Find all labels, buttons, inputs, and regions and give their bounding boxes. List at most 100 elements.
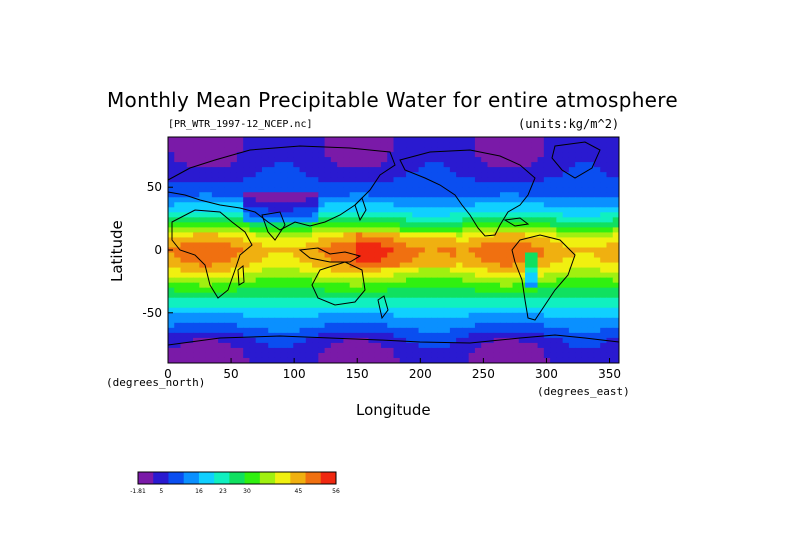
heat-cell [261, 187, 269, 193]
heat-cell [199, 202, 207, 208]
heat-cell [424, 332, 432, 339]
heat-cell [437, 172, 445, 178]
heat-cell [312, 177, 319, 183]
heat-cell [205, 212, 213, 218]
heat-cell [280, 202, 288, 208]
heat-cell [462, 342, 470, 349]
heat-cell [243, 247, 251, 254]
heat-cell [531, 157, 539, 163]
heat-cell [531, 142, 539, 148]
heat-cell [287, 297, 294, 304]
heat-cell [487, 252, 495, 259]
heat-cell [299, 217, 307, 223]
heat-cell [424, 347, 432, 354]
heat-cell [218, 192, 225, 198]
heat-cell [324, 172, 332, 178]
heat-cell [330, 252, 338, 259]
heat-cell [362, 357, 370, 363]
heat-cell [556, 167, 564, 173]
heat-cell [512, 292, 520, 299]
heat-cell [287, 272, 294, 279]
heat-cell [330, 242, 338, 249]
heat-cell [443, 352, 451, 359]
heat-cell [424, 137, 432, 143]
heat-cell [218, 262, 225, 269]
heat-cell [180, 307, 188, 314]
heat-cell [243, 312, 251, 319]
heat-cell [374, 137, 382, 143]
heat-cell [543, 187, 551, 193]
heat-cell [299, 332, 307, 339]
heat-cell [305, 197, 313, 203]
heat-cell [374, 347, 382, 354]
heat-cell [355, 247, 363, 254]
heat-cell [493, 197, 501, 203]
heat-cell [587, 252, 595, 259]
heat-cell [575, 177, 583, 183]
heat-cell [543, 162, 551, 168]
heat-cell [412, 332, 420, 339]
heat-cell [312, 142, 319, 148]
heat-cell [431, 357, 438, 363]
heat-cell [543, 222, 551, 228]
heat-cell [324, 212, 332, 218]
heat-cell [568, 192, 576, 198]
heat-cell [211, 242, 219, 249]
heat-cell [593, 287, 601, 294]
x-axis: 0 50 100 150 200 250 300 350 [164, 358, 621, 381]
heat-cell [305, 322, 313, 329]
heat-cell [355, 337, 363, 344]
heat-cell [531, 202, 539, 208]
heat-cell [531, 137, 539, 143]
heat-cell [205, 297, 213, 304]
heat-cell [443, 317, 451, 324]
heat-cell [224, 187, 232, 193]
heat-cell [443, 227, 451, 234]
heat-cell [230, 337, 238, 344]
heat-cell [443, 252, 451, 259]
heat-cell [387, 327, 395, 334]
heat-cell [487, 277, 495, 284]
heat-cell [330, 327, 338, 334]
heat-cell [462, 142, 470, 148]
heat-cell [462, 347, 470, 354]
heat-cell [499, 292, 507, 299]
heat-cell [380, 217, 388, 223]
heat-cell [543, 177, 551, 183]
heat-cell [431, 192, 438, 198]
heat-cell [305, 222, 313, 228]
heat-cell [218, 252, 225, 259]
heat-cell [562, 177, 570, 183]
heat-cell [312, 337, 319, 344]
heat-cell [587, 207, 595, 213]
heat-cell [218, 267, 225, 274]
heat-cell [593, 312, 601, 319]
heat-cell [399, 302, 407, 309]
heat-cell [443, 342, 451, 349]
heat-cell [324, 167, 332, 173]
heat-cell [587, 337, 595, 344]
heat-cell [312, 262, 319, 269]
heat-cell [174, 322, 182, 329]
heat-cell [456, 262, 463, 269]
heat-cell [280, 247, 288, 254]
heat-cell [268, 267, 276, 274]
heat-cell [468, 242, 476, 249]
heat-cell [437, 332, 445, 339]
heat-cell [274, 287, 282, 294]
heat-cell [575, 352, 583, 359]
heat-cell [380, 147, 388, 153]
heat-cell [199, 167, 207, 173]
heat-cell [412, 307, 420, 314]
heat-cell [556, 192, 564, 198]
heat-cell [612, 327, 619, 334]
heat-cell [362, 137, 370, 143]
heat-cell [531, 252, 539, 259]
heat-cell [606, 257, 614, 264]
heat-cell [268, 237, 276, 244]
heat-cell [343, 162, 351, 168]
heat-cell [562, 342, 570, 349]
heat-cell [368, 217, 376, 223]
heat-cell [562, 357, 570, 363]
heat-cell [474, 337, 482, 344]
